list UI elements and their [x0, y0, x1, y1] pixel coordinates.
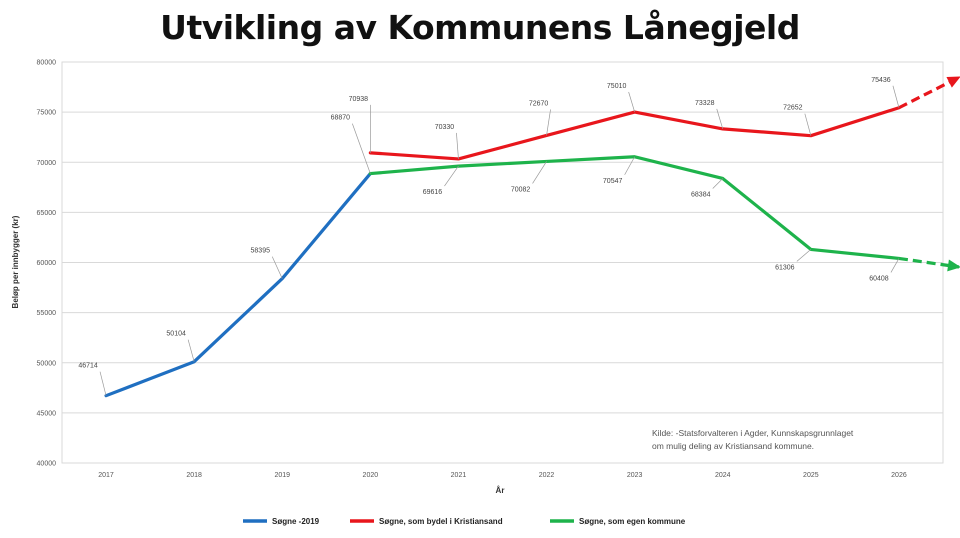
- data-label: 69616: [423, 189, 443, 196]
- legend-label: Søgne, som egen kommune: [579, 517, 686, 526]
- data-label: 72652: [783, 105, 803, 112]
- legend: Søgne -2019 Søgne, som bydel i Kristiansa…: [243, 517, 686, 526]
- data-label: 68870: [331, 115, 351, 122]
- y-tick-label: 40000: [37, 461, 57, 468]
- x-tick-label: 2017: [98, 472, 114, 479]
- label-leader: [796, 249, 812, 262]
- data-label: 58395: [251, 248, 271, 255]
- data-label: 50104: [166, 331, 186, 338]
- series-line: [368, 155, 901, 261]
- series-lines: [104, 75, 960, 398]
- series-line: [368, 106, 901, 161]
- chart-title: Utvikling av Kommunens Lånegjeld: [160, 8, 800, 47]
- data-label: 46714: [78, 363, 98, 370]
- y-tick-label: 75000: [37, 110, 57, 117]
- x-tick-label: 2026: [891, 472, 907, 479]
- data-label: 75436: [871, 77, 891, 84]
- data-labels: 46714 50104 58395 68870 70938 70330 72670 75010…: [78, 77, 900, 396]
- y-tick-label: 80000: [37, 60, 57, 67]
- label-leader: [804, 113, 812, 136]
- x-tick-label: 2024: [715, 472, 731, 479]
- x-tick-label: 2023: [627, 472, 643, 479]
- grid-lines: [62, 61, 943, 464]
- label-leader: [271, 256, 283, 279]
- label-leader: [890, 258, 900, 273]
- y-tick-label: 60000: [37, 260, 57, 267]
- x-tick-label: 2025: [803, 472, 819, 479]
- x-tick-label: 2020: [363, 472, 379, 479]
- trend-extension: [898, 75, 960, 110]
- label-leader: [712, 178, 723, 189]
- y-tick-label: 70000: [37, 160, 57, 167]
- x-tick-label: 2022: [539, 472, 555, 479]
- label-leader: [546, 109, 551, 136]
- arrow-head: [947, 259, 960, 272]
- data-label: 75010: [607, 83, 627, 90]
- plot-area: [61, 61, 944, 464]
- data-label: 73328: [695, 100, 715, 107]
- data-label: 70938: [349, 96, 369, 103]
- source-annotation: Kilde: -Statsforvalteren i Agder, Kunnsk…: [652, 428, 854, 451]
- label-leader: [624, 156, 635, 175]
- y-axis-title: Beløp per innbygger (kr): [11, 215, 20, 308]
- data-label: 70082: [511, 186, 531, 193]
- data-label: 68384: [691, 191, 711, 198]
- label-leader: [628, 91, 635, 113]
- label-leader: [352, 123, 371, 174]
- x-axis-title: År: [496, 486, 505, 495]
- legend-label: Søgne, som bydel i Kristiansand: [379, 517, 503, 526]
- arrow-head: [946, 76, 960, 88]
- y-tick-label: 55000: [37, 310, 57, 317]
- label-leader: [532, 161, 547, 184]
- y-tick-label: 45000: [37, 410, 57, 417]
- data-label: 70547: [603, 178, 623, 185]
- data-label: 70330: [435, 124, 455, 131]
- data-label: 60408: [869, 275, 889, 282]
- y-tick-label: 65000: [37, 210, 57, 217]
- x-tick-label: 2019: [274, 472, 290, 479]
- data-label: 61306: [775, 264, 795, 271]
- legend-label: Søgne -2019: [272, 517, 320, 526]
- label-leader: [716, 108, 724, 129]
- x-tick-label: 2018: [186, 472, 202, 479]
- source-text: Kilde: -Statsforvalteren i Agder, Kunnsk…: [652, 428, 854, 438]
- label-leader: [892, 85, 900, 108]
- label-leader: [456, 132, 459, 159]
- source-text: om mulig deling av Kristiansand kommune.: [652, 441, 814, 451]
- label-leader: [187, 339, 195, 362]
- label-leader: [99, 371, 107, 396]
- y-axis-ticks: 40000 45000 50000 55000 60000 65000 70000 75000…: [37, 60, 57, 468]
- y-tick-label: 50000: [37, 360, 57, 367]
- data-label: 72670: [529, 100, 549, 107]
- series-line: [104, 171, 372, 398]
- x-axis-ticks: 2017 2018 2019 2020 2021 2022 2023 2024 2025 2026: [98, 472, 907, 479]
- x-tick-label: 2021: [451, 472, 467, 479]
- label-leader: [444, 165, 459, 187]
